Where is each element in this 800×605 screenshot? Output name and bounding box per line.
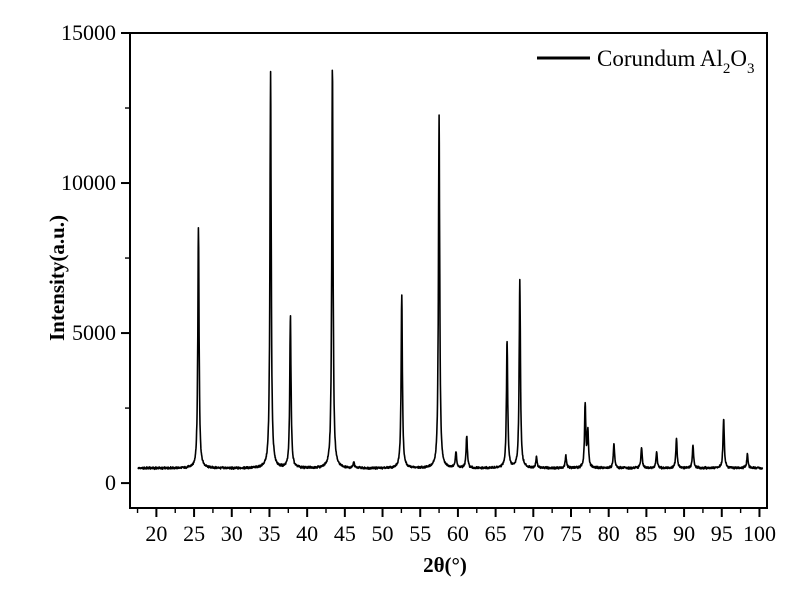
legend-label-subscript: 3 bbox=[747, 61, 755, 77]
xrd-trace bbox=[137, 69, 764, 471]
x-tick-label: 90 bbox=[673, 521, 695, 546]
diffraction-curve bbox=[137, 69, 764, 471]
x-tick-label: 100 bbox=[743, 521, 776, 546]
x-tick-label: 35 bbox=[258, 521, 280, 546]
y-tick-label: 10000 bbox=[61, 170, 116, 195]
y-tick-label: 5000 bbox=[72, 320, 116, 345]
x-tick-label: 30 bbox=[221, 521, 243, 546]
x-tick-label: 20 bbox=[145, 521, 167, 546]
x-tick-label: 55 bbox=[409, 521, 431, 546]
x-tick-label: 45 bbox=[334, 521, 356, 546]
x-tick-label: 60 bbox=[447, 521, 469, 546]
x-tick-label: 70 bbox=[522, 521, 544, 546]
axis-ticks: 20 25 30 35 40 45 50 55 60 65 70 75 80 85 90 95 100 0 5000… bbox=[61, 20, 776, 546]
legend-label-subscript: 2 bbox=[723, 61, 731, 77]
x-tick-label: 85 bbox=[635, 521, 657, 546]
legend-label: Corundum Al2O3 bbox=[597, 46, 755, 77]
y-tick-label: 15000 bbox=[61, 20, 116, 45]
x-tick-label: 65 bbox=[485, 521, 507, 546]
x-tick-label: 40 bbox=[296, 521, 318, 546]
x-axis-title: 2θ(°) bbox=[423, 553, 467, 577]
legend-label-text: O bbox=[730, 46, 747, 71]
x-tick-label: 75 bbox=[560, 521, 582, 546]
legend: Corundum Al2O3 bbox=[537, 46, 755, 77]
x-tick-label: 95 bbox=[711, 521, 733, 546]
y-tick-label: 0 bbox=[105, 470, 116, 495]
x-tick-label: 80 bbox=[598, 521, 620, 546]
x-tick-label: 50 bbox=[372, 521, 394, 546]
y-axis-title: Intensity(a.u.) bbox=[45, 215, 69, 341]
x-tick-label: 25 bbox=[183, 521, 205, 546]
plot-border bbox=[129, 32, 768, 509]
legend-label-text: Corundum Al bbox=[597, 46, 723, 71]
